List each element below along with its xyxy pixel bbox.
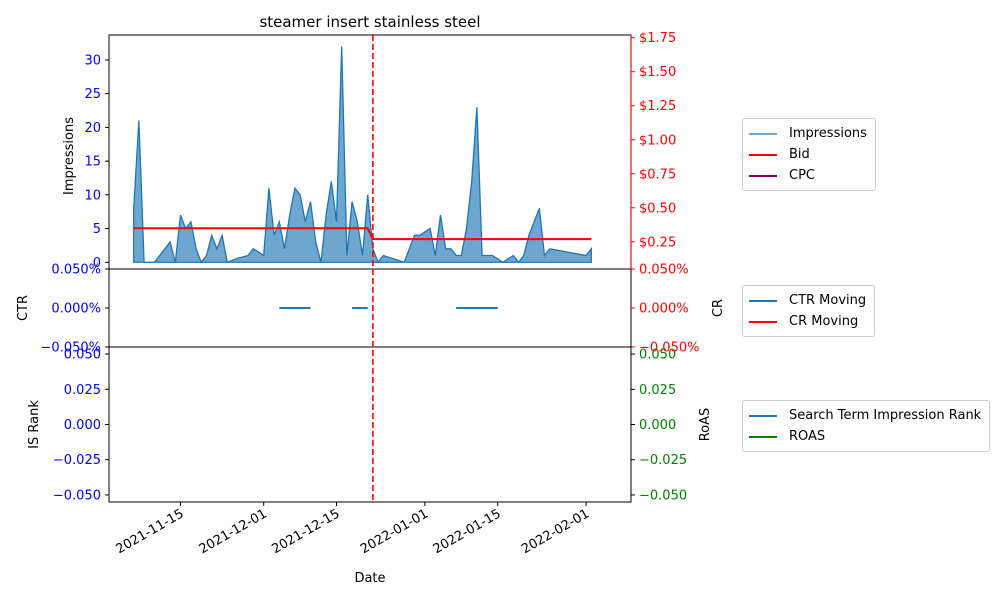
y-tick-label: 10: [84, 188, 101, 203]
y-tick-label: −0.050%: [41, 341, 101, 356]
y-tick-label-right: 0.025: [639, 383, 676, 398]
legend-swatch: [749, 153, 777, 156]
y-tick-label: 25: [84, 87, 101, 102]
legend-label: CTR Moving: [789, 293, 867, 308]
x-tick-label: 2021-11-15: [114, 506, 187, 557]
legend-label: Impressions: [789, 126, 867, 141]
x-tick-label: 2022-01-01: [358, 506, 431, 557]
y-tick-label: −0.050: [53, 488, 101, 503]
y-tick-label-right: $0.25: [639, 235, 676, 250]
y-tick-label-right: $0.75: [639, 167, 676, 182]
date-axis: 2021-11-15 2021-12-01 2021-12-15 2022-01-01…: [114, 502, 592, 557]
y-axis-label-cr: CR: [711, 299, 726, 317]
y-tick-label: 0: [93, 256, 101, 271]
y-tick-label-right: $0.50: [639, 201, 676, 216]
y-tick-label-right: −0.050%: [639, 341, 699, 356]
legend-swatch: [749, 435, 777, 438]
y-tick-label: 20: [84, 121, 101, 136]
legend-swatch: [749, 299, 777, 302]
legend-item-cpc: CPC: [749, 165, 867, 186]
y-tick-label: 15: [84, 155, 101, 170]
y-axis-label-roas: RoAS: [698, 408, 713, 442]
y-tick-label-right: 0.000: [639, 418, 676, 433]
legend-item-roas: ROAS: [749, 426, 981, 447]
x-tick-label: 2021-12-01: [197, 506, 270, 557]
legend-item-is-rank: Search Term Impression Rank: [749, 405, 981, 426]
y-axis-label-is-rank: IS Rank: [27, 400, 42, 449]
legend-swatch: [749, 132, 777, 135]
legend-label: CR Moving: [789, 314, 859, 329]
bid-line: [133, 227, 592, 241]
x-axis-label: Date: [354, 571, 385, 586]
bottom-panel-frame: [108, 346, 632, 503]
y-tick-label-right: $1.25: [639, 99, 676, 114]
middle-panel-frame: [108, 268, 632, 348]
legend-label: ROAS: [789, 429, 826, 444]
is-rank-panel: −0.050 −0.050 −0.025 −0.025 0.000 0.000 0.025 0…: [27, 346, 713, 503]
y-tick-label-right: −0.025: [639, 453, 687, 468]
legend-top: Impressions Bid CPC: [742, 118, 876, 191]
x-tick-label: 2022-01-15: [431, 506, 504, 557]
legend-swatch: [749, 414, 777, 417]
y-axis-label-impressions: Impressions: [62, 117, 77, 195]
legend-bottom: Search Term Impression Rank ROAS: [742, 400, 991, 452]
y-tick-label: 5: [93, 222, 101, 237]
y-tick-label-right: $1.00: [639, 133, 676, 148]
y-tick-label: 0.025: [64, 383, 101, 398]
legend-item-ctr: CTR Moving: [749, 290, 866, 311]
y-tick-label-right: $1.75: [639, 31, 676, 46]
legend-item-bid: Bid: [749, 144, 867, 165]
legend-item-impressions: Impressions: [749, 123, 867, 144]
x-tick-label: 2022-02-01: [519, 506, 592, 557]
legend-label: Search Term Impression Rank: [789, 408, 982, 423]
y-tick-label: 0.000: [64, 418, 101, 433]
y-tick-label: 0.000%: [51, 302, 101, 317]
impressions-area: [133, 46, 592, 264]
legend-label: Bid: [789, 147, 810, 162]
y-tick-label-right: $1.50: [639, 65, 676, 80]
chart-title: steamer insert stainless steel: [259, 13, 480, 31]
legend-swatch: [749, 174, 777, 177]
y-tick-label-right: 0.000%: [639, 302, 689, 317]
legend-label: CPC: [789, 168, 815, 183]
ctr-panel: −0.050% −0.050% 0.000% 0.000% 0.050% 0.050% CT…: [16, 263, 726, 356]
y-tick-label-right: 0.050%: [639, 263, 689, 278]
y-tick-label: −0.025: [53, 453, 101, 468]
y-tick-label: 30: [84, 53, 101, 68]
legend-middle: CTR Moving CR Moving: [742, 285, 876, 337]
y-tick-label: 0.050: [64, 348, 101, 363]
impressions-panel: 0 5 10 15 20 25 30 $0.25 $0.50 $0.75 $1.00 $1.25 $1.…: [62, 31, 676, 271]
y-tick-label-right: −0.050: [639, 488, 687, 503]
legend-item-cr: CR Moving: [749, 311, 866, 332]
legend-swatch: [749, 320, 777, 323]
y-tick-label: 0.050%: [51, 263, 101, 278]
y-axis-label-ctr: CTR: [16, 295, 31, 321]
x-tick-label: 2021-12-15: [270, 506, 343, 557]
y-tick-label-right: 0.050: [639, 348, 676, 363]
